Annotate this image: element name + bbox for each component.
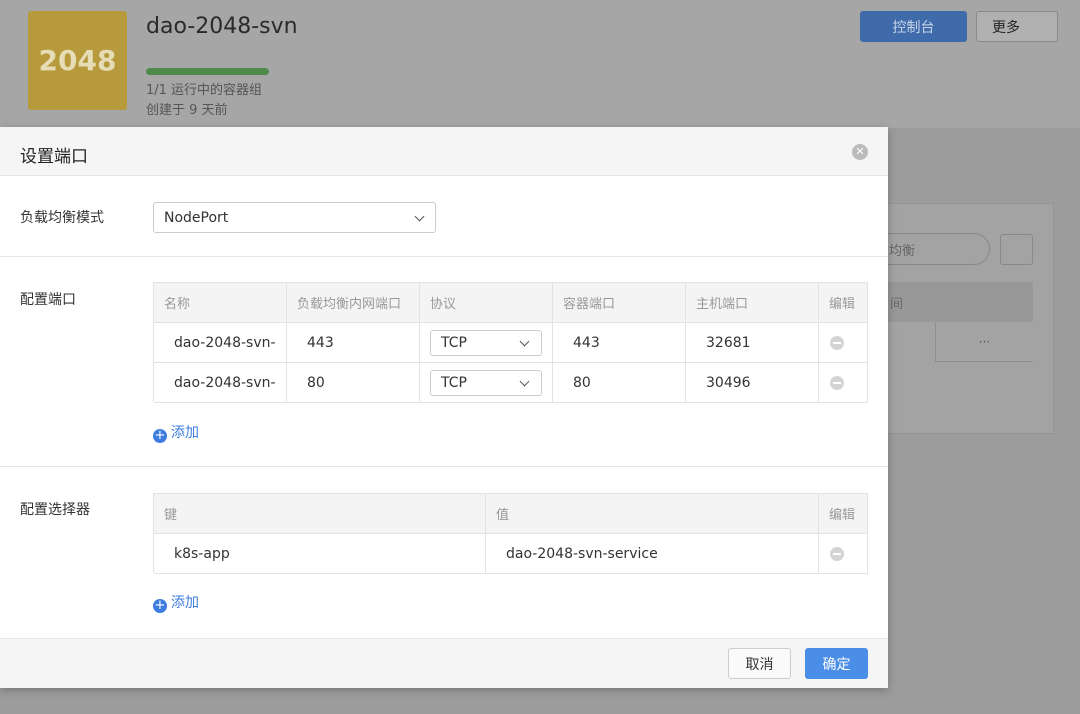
console-button[interactable]: 控制台 xyxy=(860,11,967,42)
chevron xyxy=(519,336,530,346)
selector-add[interactable]: + 添加 xyxy=(153,595,199,613)
ports-add[interactable]: + 添加 xyxy=(153,425,199,443)
close-button[interactable]: ✕ xyxy=(852,144,868,160)
lb-mode-label: 负载均衡模式 xyxy=(20,210,104,226)
created: 创建于 9 天前 xyxy=(146,103,228,118)
add-text: 添加 xyxy=(171,595,199,611)
column-header: 键 xyxy=(154,494,486,534)
cancel-button[interactable]: 取消 xyxy=(728,648,791,679)
edit-cell xyxy=(819,363,868,403)
cell: TCP xyxy=(420,363,553,403)
cell: k8s-app xyxy=(154,534,486,574)
cell: 443 xyxy=(287,323,420,363)
column-header: 编辑 xyxy=(819,283,868,323)
app-name: dao-2048-svn xyxy=(146,14,298,39)
divider xyxy=(0,256,888,257)
cell: 30496 xyxy=(686,363,819,403)
column-header: 负载均衡内网端口 xyxy=(287,283,420,323)
dialog-header xyxy=(0,127,888,176)
ports-table: 名称 负载均衡内网端口 协议 容器端口 主机端口 编辑 dao-2048-svn- 443 TC… xyxy=(153,282,868,403)
remove-button[interactable] xyxy=(830,335,844,350)
divider xyxy=(0,466,888,467)
progress xyxy=(146,68,269,75)
column-header: 协议 xyxy=(420,283,553,323)
confirm-button[interactable]: 确定 xyxy=(805,648,868,679)
protocol-select[interactable]: TCP xyxy=(430,369,542,396)
column-header: 名称 xyxy=(154,283,287,323)
selector-label: 配置选择器 xyxy=(20,502,90,518)
cell: 80 xyxy=(553,363,686,403)
app-icon: 2048 xyxy=(28,11,127,110)
remove-button[interactable] xyxy=(830,546,844,561)
column-header: 容器端口 xyxy=(553,283,686,323)
cell: 443 xyxy=(553,323,686,363)
cell: 32681 xyxy=(686,323,819,363)
dialog: 设置端口 ✕ 负载均衡模式 NodePort 配置端口 名称 负载均衡内网端口 协议… xyxy=(0,127,888,688)
protocol-select[interactable]: TCP xyxy=(430,329,542,356)
cell: dao-2048-svn-service xyxy=(486,534,819,574)
selector-table: 键值编辑 k8s-app dao-2048-svn-service xyxy=(153,493,868,574)
dialog-title: 设置端口 xyxy=(20,147,88,167)
column-header: 主机端口 xyxy=(686,283,819,323)
cell: dao-2048-svn- xyxy=(154,323,287,363)
lb-mode-select[interactable]: NodePort xyxy=(153,202,436,233)
column-header: 值 xyxy=(486,494,819,534)
cell: TCP xyxy=(420,323,553,363)
remove-button[interactable] xyxy=(830,375,844,390)
edit-cell xyxy=(819,534,868,574)
cell: 80 xyxy=(287,363,420,403)
column-header: 编辑 xyxy=(819,494,868,534)
chevron xyxy=(519,376,530,386)
ports-label: 配置端口 xyxy=(20,292,76,308)
bg-refresh[interactable] xyxy=(1000,234,1033,265)
status: 1/1 运行中的容器组 xyxy=(146,83,263,98)
cell: dao-2048-svn- xyxy=(154,363,287,403)
bg-table-header: 间 xyxy=(860,282,1033,322)
edit-cell xyxy=(819,323,868,363)
more-button[interactable]: 更多 xyxy=(976,11,1058,42)
add-text: 添加 xyxy=(171,425,199,441)
bg-row-more: ··· xyxy=(935,322,1033,362)
